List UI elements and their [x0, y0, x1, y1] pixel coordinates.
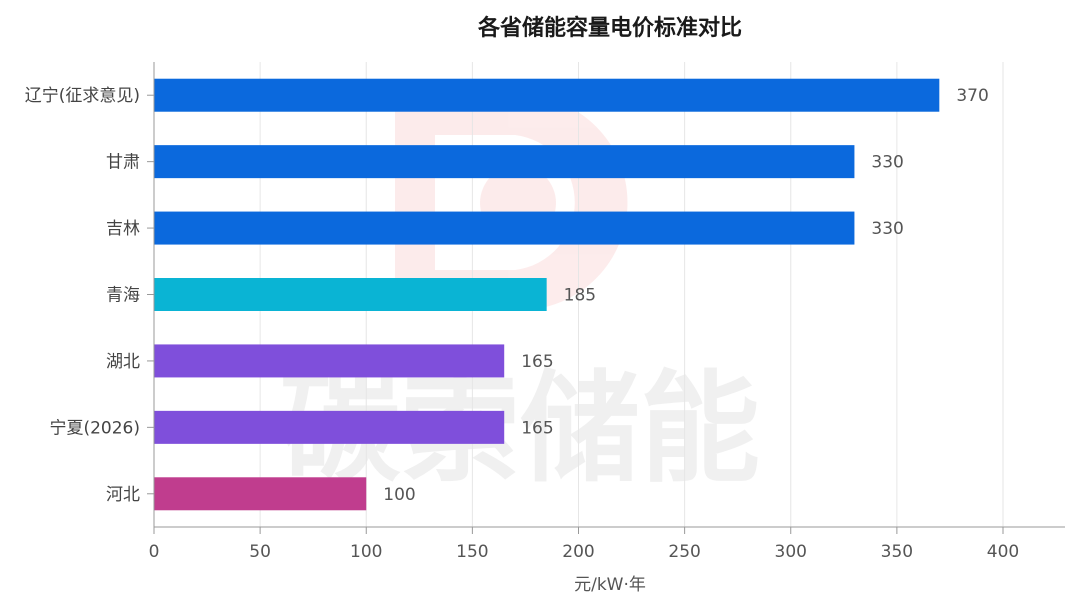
bars [154, 78, 940, 511]
watermark-logo [395, 95, 628, 310]
bar [154, 78, 940, 112]
bar [154, 278, 547, 311]
value-label: 370 [956, 86, 988, 106]
bar [154, 410, 505, 444]
x-axis-title: 元/kW·年 [574, 575, 646, 595]
x-tick-label: 400 [987, 542, 1019, 562]
bar [154, 344, 505, 378]
value-label: 330 [871, 219, 903, 239]
category-label: 辽宁(征求意见) [25, 86, 140, 106]
value-label: 330 [871, 153, 903, 173]
bar [154, 477, 367, 511]
x-tick-label: 100 [350, 542, 382, 562]
category-label: 甘肃 [106, 153, 140, 173]
x-tick-label: 0 [149, 542, 160, 562]
category-label: 河北 [106, 485, 140, 505]
x-tick-label: 300 [775, 542, 807, 562]
category-label: 宁夏(2026) [49, 418, 140, 438]
value-label: 165 [521, 418, 553, 438]
chart-title: 各省储能容量电价标准对比 [477, 15, 742, 41]
category-label: 湖北 [106, 352, 140, 372]
x-tick-label: 150 [456, 542, 488, 562]
category-label: 吉林 [106, 219, 140, 239]
value-label: 185 [564, 286, 596, 306]
value-label: 100 [383, 485, 415, 505]
x-tick-label: 350 [881, 542, 913, 562]
category-label: 青海 [106, 286, 140, 306]
x-tick-label: 50 [249, 542, 271, 562]
x-axis: 0 50 100 150 200 250 300 350 400 [147, 62, 1065, 562]
x-tick-label: 250 [668, 542, 700, 562]
value-label: 165 [521, 352, 553, 372]
bar [154, 145, 855, 179]
labels: 辽宁(征求意见) 370 甘肃 330 吉林 330 青海 185 湖北 165 宁夏(2026) 1… [25, 86, 989, 505]
bar [154, 211, 855, 245]
x-tick-label: 200 [562, 542, 594, 562]
